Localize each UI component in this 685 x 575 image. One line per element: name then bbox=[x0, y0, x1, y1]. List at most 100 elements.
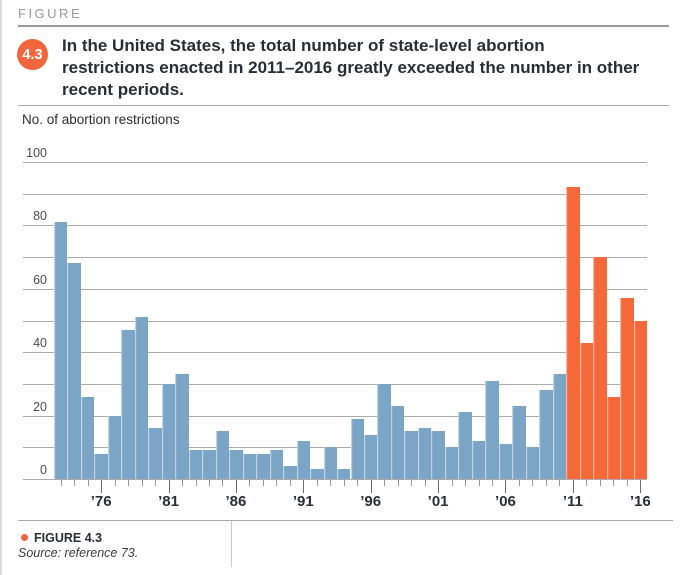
x-tick-1988 bbox=[262, 480, 264, 486]
y-axis-label-40: 40 bbox=[33, 336, 47, 351]
x-tick-2000 bbox=[424, 480, 426, 486]
y-axis-label-0: 0 bbox=[40, 463, 47, 477]
gridline-100 bbox=[23, 162, 647, 163]
bar-1976 bbox=[94, 453, 108, 479]
x-tick-2013 bbox=[599, 480, 601, 486]
x-tick-1979 bbox=[141, 480, 143, 486]
gridline-40 bbox=[23, 352, 647, 354]
bar-2005 bbox=[485, 380, 499, 479]
page-edge bbox=[0, 0, 2, 575]
x-major-tick-2011 bbox=[572, 480, 574, 493]
gridline-70 bbox=[23, 257, 647, 259]
x-major-tick-2006 bbox=[505, 480, 507, 493]
bar-1994 bbox=[337, 469, 351, 479]
bar-1991 bbox=[296, 440, 311, 479]
x-tick-2012 bbox=[586, 480, 588, 486]
x-axis-label-2016: ’16 bbox=[629, 493, 651, 510]
x-tick-1977 bbox=[114, 480, 116, 486]
footer-column-divider bbox=[231, 521, 232, 567]
gridline-0 bbox=[23, 479, 647, 480]
x-tick-1989 bbox=[276, 480, 278, 486]
x-tick-1984 bbox=[208, 480, 210, 486]
bar-2011 bbox=[566, 187, 580, 479]
bar-1975 bbox=[80, 396, 95, 479]
x-tick-1995 bbox=[357, 480, 359, 486]
gridline-50 bbox=[23, 320, 647, 322]
bar-1977 bbox=[107, 415, 122, 479]
bar-1993 bbox=[323, 447, 337, 479]
x-tick-2008 bbox=[532, 480, 534, 486]
x-major-tick-2001 bbox=[438, 480, 440, 493]
bar-2010 bbox=[552, 374, 567, 479]
x-major-tick-1986 bbox=[235, 480, 237, 493]
bar-1978 bbox=[121, 330, 135, 479]
bar-1982 bbox=[175, 374, 189, 479]
gridline-30 bbox=[23, 383, 647, 385]
bar-1992 bbox=[310, 469, 324, 479]
x-tick-2005 bbox=[492, 480, 493, 486]
footer-rule bbox=[18, 520, 673, 521]
bar-2006 bbox=[498, 444, 513, 479]
y-axis-label-60: 60 bbox=[33, 272, 47, 287]
footer-source: Source: reference 73. bbox=[18, 546, 139, 560]
x-tick-1987 bbox=[249, 480, 251, 486]
x-tick-2003 bbox=[465, 480, 467, 486]
bar-1999 bbox=[404, 431, 418, 479]
gridline-80 bbox=[23, 225, 647, 227]
x-tick-1993 bbox=[330, 480, 332, 486]
bar-1988 bbox=[256, 453, 270, 479]
y-axis-label-100: 100 bbox=[26, 146, 47, 160]
y-axis-label-20: 20 bbox=[33, 399, 47, 414]
bar-1987 bbox=[242, 453, 257, 479]
gridline-60 bbox=[23, 288, 647, 290]
x-tick-1983 bbox=[195, 480, 197, 486]
bar-1974 bbox=[67, 263, 81, 479]
x-tick-2014 bbox=[613, 480, 615, 486]
x-tick-1998 bbox=[397, 480, 399, 486]
x-major-tick-1981 bbox=[168, 480, 170, 493]
bar-1990 bbox=[283, 466, 297, 479]
bar-2002 bbox=[444, 447, 459, 479]
x-tick-2009 bbox=[545, 480, 547, 486]
bar-1973 bbox=[54, 222, 68, 479]
x-axis-label-1976: ’76 bbox=[90, 493, 112, 510]
bar-1983 bbox=[188, 450, 203, 479]
x-tick-1992 bbox=[316, 480, 318, 486]
x-tick-1997 bbox=[384, 480, 386, 486]
bar-1998 bbox=[390, 406, 405, 479]
x-tick-2007 bbox=[518, 480, 520, 486]
x-axis-label-1991: ’91 bbox=[292, 493, 314, 510]
footer-figure-label: FIGURE 4.3 bbox=[34, 531, 103, 545]
x-tick-2004 bbox=[478, 480, 480, 486]
figure-title: In the United States, the total number o… bbox=[62, 36, 640, 100]
x-major-tick-1976 bbox=[101, 480, 103, 493]
figure-number-badge: 4.3 bbox=[17, 39, 48, 70]
bar-2004 bbox=[471, 440, 486, 479]
x-axis-label-2011: ’11 bbox=[562, 493, 583, 510]
x-tick-2002 bbox=[451, 480, 453, 486]
x-tick-1975 bbox=[87, 480, 89, 486]
bar-2001 bbox=[431, 431, 445, 479]
bar-2015 bbox=[620, 298, 634, 479]
x-tick-1973 bbox=[60, 480, 62, 486]
x-axis-label-2001: ’01 bbox=[427, 493, 449, 510]
bar-2000 bbox=[417, 428, 432, 479]
x-axis-label-2006: ’06 bbox=[495, 493, 516, 510]
footer-bullet-icon bbox=[21, 534, 28, 541]
bar-1981 bbox=[161, 383, 176, 479]
x-tick-1999 bbox=[411, 480, 413, 486]
x-axis-label-1996: ’96 bbox=[360, 493, 382, 510]
x-axis-label-1986: ’86 bbox=[225, 493, 247, 510]
bar-2009 bbox=[539, 390, 553, 479]
bar-1986 bbox=[229, 450, 243, 479]
bar-1989 bbox=[269, 450, 284, 479]
x-tick-1978 bbox=[128, 480, 130, 486]
bar-1984 bbox=[202, 450, 216, 479]
bar-1980 bbox=[148, 428, 162, 479]
x-axis-label-1981: ’81 bbox=[158, 493, 179, 510]
x-major-tick-1996 bbox=[370, 480, 372, 493]
title-rule bbox=[18, 105, 669, 106]
gridline-90 bbox=[23, 193, 647, 195]
bar-2014 bbox=[606, 396, 621, 479]
